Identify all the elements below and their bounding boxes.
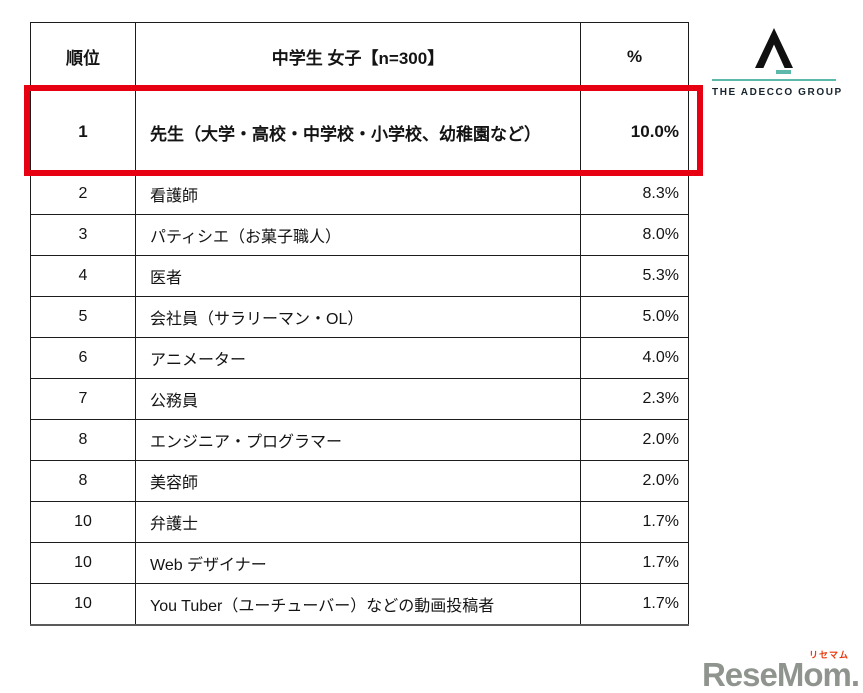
occupation-cell: Web デザイナー — [135, 542, 581, 584]
percent-cell: 5.0% — [580, 296, 689, 338]
header-category: 中学生 女子【n=300】 — [135, 22, 581, 91]
percent-cell: 2.0% — [580, 419, 689, 461]
table-row-9: 8 美容師 2.0% — [30, 460, 689, 502]
occupation-cell: 医者 — [135, 255, 581, 297]
table-row-11: 10 Web デザイナー 1.7% — [30, 542, 689, 584]
ranking-table: 順位 中学生 女子【n=300】 % 1 先生（大学・高校・中学校・小学校、幼稚… — [30, 22, 689, 626]
table-row-7: 7 公務員 2.3% — [30, 378, 689, 420]
table-row-6: 6 アニメーター 4.0% — [30, 337, 689, 379]
resemom-logo: リセマム ReseMom. — [701, 648, 860, 693]
percent-cell: 10.0% — [580, 90, 689, 174]
header-percent: % — [580, 22, 689, 91]
rank-cell: 6 — [30, 337, 136, 379]
occupation-cell: 公務員 — [135, 378, 581, 420]
rank-cell: 7 — [30, 378, 136, 420]
adecco-divider — [712, 79, 836, 81]
adecco-a-icon — [755, 28, 793, 74]
occupation-cell: 先生（大学・高校・中学校・小学校、幼稚園など） — [135, 90, 581, 174]
rank-cell: 8 — [30, 460, 136, 502]
table-row-10: 10 弁護士 1.7% — [30, 501, 689, 543]
percent-cell: 1.7% — [580, 501, 689, 543]
rank-cell: 10 — [30, 583, 136, 625]
rank-cell: 3 — [30, 214, 136, 256]
adecco-logo: THE ADECCO GROUP — [712, 26, 843, 98]
table-row-8: 8 エンジニア・プログラマー 2.0% — [30, 419, 689, 461]
table-row-4: 4 医者 5.3% — [30, 255, 689, 297]
table-row-3: 3 パティシエ（お菓子職人） 8.0% — [30, 214, 689, 256]
percent-cell: 2.3% — [580, 378, 689, 420]
percent-cell: 8.3% — [580, 173, 689, 215]
rank-cell: 10 — [30, 501, 136, 543]
percent-cell: 1.7% — [580, 542, 689, 584]
rank-cell: 4 — [30, 255, 136, 297]
rank-cell: 10 — [30, 542, 136, 584]
rank-cell: 1 — [30, 90, 136, 174]
rank-cell: 5 — [30, 296, 136, 338]
table-row-12: 10 You Tuber（ユーチューバー）などの動画投稿者 1.7% — [30, 583, 689, 625]
header-rank: 順位 — [30, 22, 136, 91]
rank-cell: 2 — [30, 173, 136, 215]
occupation-cell: 美容師 — [135, 460, 581, 502]
percent-cell: 1.7% — [580, 583, 689, 625]
percent-cell: 2.0% — [580, 460, 689, 502]
table-header-row: 順位 中学生 女子【n=300】 % — [30, 22, 689, 91]
adecco-wordmark: THE ADECCO GROUP — [712, 87, 843, 98]
percent-cell: 4.0% — [580, 337, 689, 379]
occupation-cell: You Tuber（ユーチューバー）などの動画投稿者 — [135, 583, 581, 625]
occupation-cell: 看護師 — [135, 173, 581, 215]
rank-cell: 8 — [30, 419, 136, 461]
percent-cell: 5.3% — [580, 255, 689, 297]
percent-cell: 8.0% — [580, 214, 689, 256]
table-row-1: 1 先生（大学・高校・中学校・小学校、幼稚園など） 10.0% — [30, 90, 689, 174]
table-row-2: 2 看護師 8.3% — [30, 173, 689, 215]
resemom-ruby-label: リセマム — [808, 650, 849, 660]
resemom-wordmark: ReseMom. — [701, 656, 860, 693]
table-row-5: 5 会社員（サラリーマン・OL） 5.0% — [30, 296, 689, 338]
occupation-cell: 会社員（サラリーマン・OL） — [135, 296, 581, 338]
occupation-cell: 弁護士 — [135, 501, 581, 543]
occupation-cell: パティシエ（お菓子職人） — [135, 214, 581, 256]
occupation-cell: アニメーター — [135, 337, 581, 379]
occupation-cell: エンジニア・プログラマー — [135, 419, 581, 461]
